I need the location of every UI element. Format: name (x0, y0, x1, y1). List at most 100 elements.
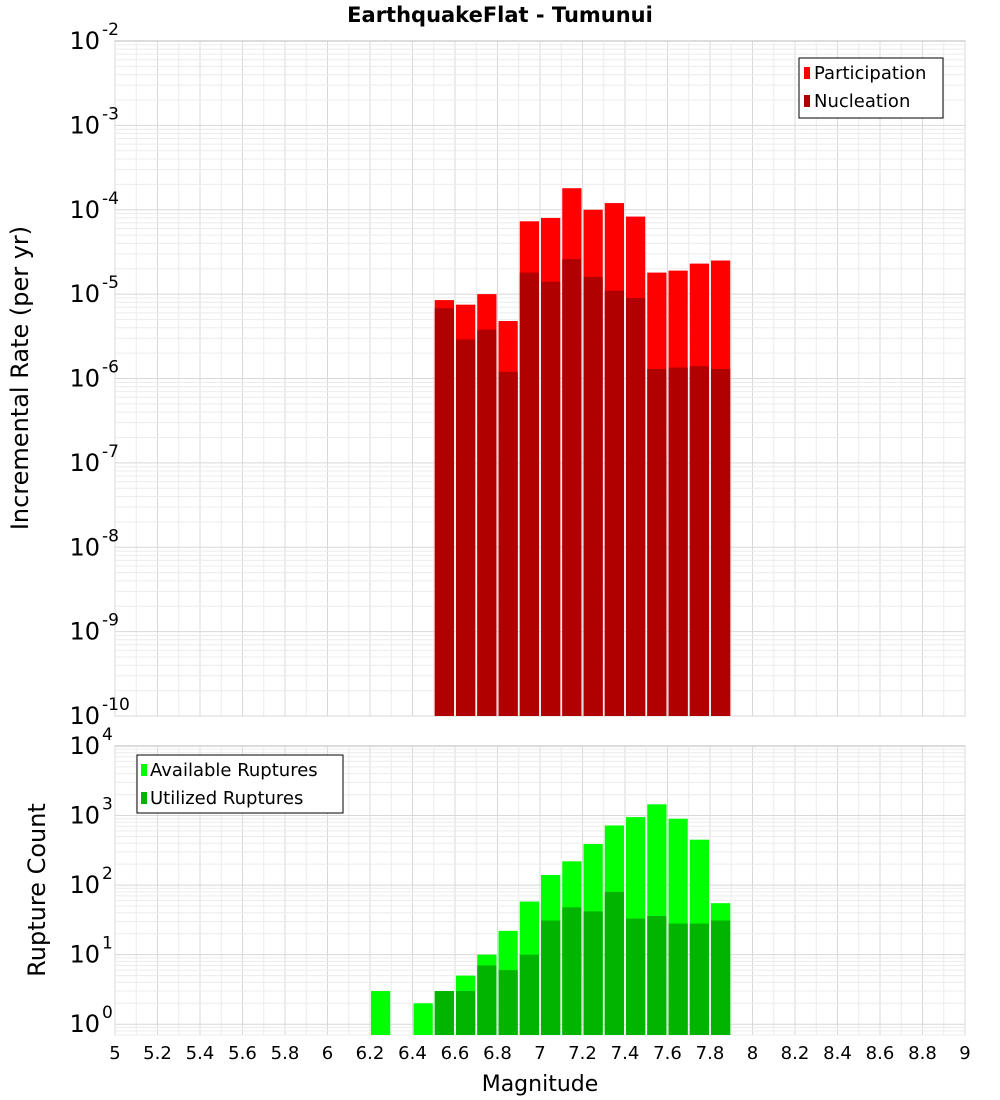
bar-utilized-ruptures (647, 915, 667, 1035)
bar-nucleation (519, 272, 539, 716)
y-tick-exponent: -3 (102, 104, 119, 124)
x-tick-label: 5 (109, 1043, 120, 1064)
y-tick-exponent: -7 (102, 442, 119, 462)
bar-nucleation (434, 308, 454, 716)
x-tick-label: 8.6 (866, 1043, 895, 1064)
bar-utilized-ruptures (604, 891, 624, 1035)
y-tick-exponent: -4 (102, 189, 119, 209)
x-tick-label: 6 (322, 1043, 333, 1064)
x-tick-label: 7 (534, 1043, 545, 1064)
y-tick-label: 10 (69, 27, 100, 55)
bar-utilized-ruptures (456, 991, 476, 1035)
bar-utilized-ruptures (434, 991, 454, 1035)
y-tick-exponent: 4 (102, 725, 113, 745)
y-tick-exponent: -5 (102, 273, 119, 293)
bar-nucleation (498, 371, 518, 716)
bar-nucleation (668, 367, 688, 716)
bar-utilized-ruptures (562, 907, 582, 1035)
bar-nucleation (562, 259, 582, 716)
y-tick-label: 10 (69, 732, 100, 760)
y-tick-label: 10 (69, 196, 100, 224)
bottom-legend-box (136, 754, 344, 814)
x-tick-label: 7.8 (696, 1043, 725, 1064)
x-tick-label: 6.2 (356, 1043, 385, 1064)
bar-available-ruptures (413, 1003, 433, 1035)
legend-label-nucleation: Nucleation (814, 91, 910, 112)
y-tick-exponent: 3 (102, 795, 113, 815)
y-tick-label: 10 (69, 802, 100, 830)
bottom-bars (371, 804, 731, 1035)
x-tick-label: 5.8 (271, 1043, 300, 1064)
bar-nucleation (456, 339, 476, 716)
x-tick-labels: 5 5.2 5.4 5.6 5.8 6 6.2 6.4 6.6 6.8 7 7.2 7.4 7.6 7.8 8… (109, 1043, 970, 1064)
bar-nucleation (477, 329, 497, 716)
x-tick-label: 8 (747, 1043, 758, 1064)
legend-swatch-available (141, 764, 147, 776)
bar-utilized-ruptures (583, 911, 603, 1035)
legend-label-available: Available Ruptures (150, 760, 318, 781)
top-y-axis-label: Incremental Rate (per yr) (6, 226, 34, 530)
x-tick-label: 5.2 (143, 1043, 172, 1064)
y-tick-label: 10 (69, 365, 100, 393)
x-tick-label: 6.4 (398, 1043, 427, 1064)
bottom-y-axis-label: Rupture Count (23, 803, 51, 977)
top-legend[interactable]: Participation Nucleation (798, 57, 944, 119)
top-bars (434, 188, 731, 717)
y-tick-exponent: -6 (102, 358, 119, 378)
x-tick-label: 5.6 (228, 1043, 257, 1064)
x-tick-label: 7.2 (568, 1043, 597, 1064)
y-tick-exponent: 1 (102, 934, 113, 954)
bottom-grid (114, 746, 966, 1036)
bar-utilized-ruptures (626, 918, 646, 1035)
bar-nucleation (647, 368, 667, 716)
bar-nucleation (583, 276, 603, 716)
x-tick-label: 8.8 (908, 1043, 937, 1064)
y-tick-exponent: -9 (102, 611, 119, 631)
y-tick-label: 10 (69, 702, 100, 730)
x-axis-label: Magnitude (482, 1072, 599, 1097)
y-tick-label: 10 (69, 618, 100, 646)
x-tick-label: 8.4 (823, 1043, 852, 1064)
legend-label-utilized: Utilized Ruptures (150, 788, 303, 809)
top-grid (114, 41, 966, 717)
x-tick-label: 6.8 (483, 1043, 512, 1064)
y-tick-exponent: -8 (102, 526, 119, 546)
bar-nucleation (541, 281, 561, 716)
x-tick-label: 6.6 (441, 1043, 470, 1064)
y-tick-exponent: 2 (102, 864, 113, 884)
y-tick-exponent: -2 (102, 20, 119, 40)
x-tick-label: 7.6 (653, 1043, 682, 1064)
y-tick-label: 10 (69, 280, 100, 308)
bar-nucleation (604, 290, 624, 716)
x-tick-label: 5.4 (186, 1043, 215, 1064)
top-legend-box (798, 57, 944, 119)
bar-utilized-ruptures (477, 965, 497, 1035)
y-tick-label: 10 (69, 1010, 100, 1038)
y-tick-label: 10 (69, 449, 100, 477)
y-tick-label: 10 (69, 533, 100, 561)
y-tick-exponent: -10 (102, 695, 130, 715)
legend-swatch-nucleation (804, 95, 810, 107)
y-tick-label: 10 (69, 871, 100, 899)
bottom-legend[interactable]: Available Ruptures Utilized Ruptures (136, 754, 344, 814)
legend-swatch-utilized (141, 792, 147, 804)
chart-title: EarthquakeFlat - Tumunui (347, 3, 653, 27)
bar-utilized-ruptures (519, 954, 539, 1035)
bar-nucleation (711, 368, 731, 716)
legend-swatch-participation (804, 67, 810, 79)
bar-utilized-ruptures (668, 923, 688, 1035)
legend-label-participation: Participation (814, 63, 926, 84)
x-tick-label: 7.4 (611, 1043, 640, 1064)
y-tick-label: 10 (69, 941, 100, 969)
x-tick-label: 8.2 (781, 1043, 810, 1064)
bar-utilized-ruptures (711, 920, 731, 1035)
bar-utilized-ruptures (689, 923, 709, 1035)
bar-nucleation (626, 297, 646, 716)
bar-available-ruptures (371, 991, 391, 1035)
bar-nucleation (689, 366, 709, 716)
